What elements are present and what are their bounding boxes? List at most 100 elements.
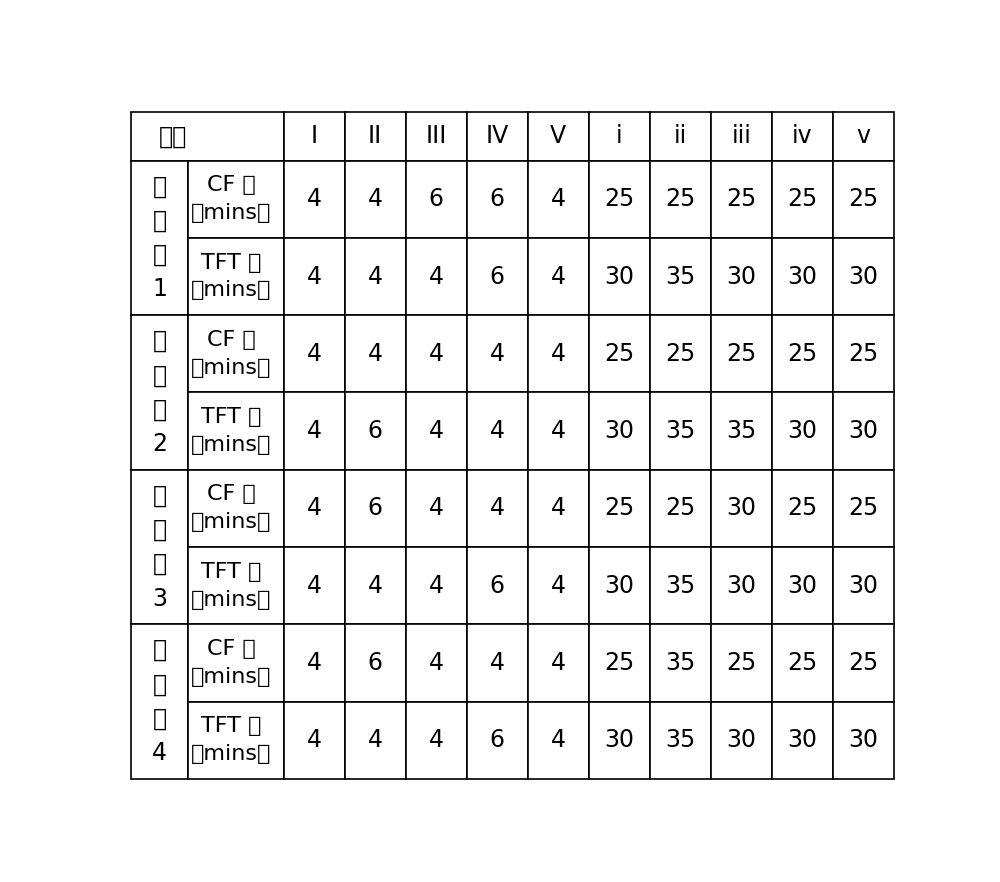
Bar [188, 470, 284, 547]
Text: 4: 4 [490, 497, 505, 520]
Text: TFT 面: TFT 面 [201, 252, 261, 273]
Bar [589, 315, 650, 392]
Text: V: V [550, 124, 566, 148]
Bar [528, 701, 589, 779]
Bar [284, 701, 345, 779]
Text: 4: 4 [429, 729, 444, 752]
Bar [711, 624, 772, 701]
Text: 25: 25 [604, 651, 634, 675]
Text: 实: 实 [153, 483, 167, 507]
Bar [284, 624, 345, 701]
Bar [406, 112, 467, 161]
Bar [345, 112, 406, 161]
Text: 1: 1 [152, 278, 167, 302]
Bar [833, 112, 894, 161]
Bar [467, 624, 528, 701]
Text: 例: 例 [153, 243, 167, 267]
Bar [650, 161, 711, 238]
Text: TFT 面: TFT 面 [201, 562, 261, 582]
Bar [833, 470, 894, 547]
Bar [284, 392, 345, 470]
Text: 25: 25 [848, 497, 878, 520]
Bar [345, 161, 406, 238]
Bar [406, 238, 467, 315]
Bar [589, 470, 650, 547]
Bar [284, 161, 345, 238]
Bar [833, 161, 894, 238]
Bar [406, 701, 467, 779]
Text: 30: 30 [787, 265, 817, 288]
Bar [772, 161, 833, 238]
Text: 4: 4 [551, 573, 566, 598]
Bar [650, 392, 711, 470]
Bar [345, 238, 406, 315]
Text: 4: 4 [152, 741, 167, 765]
Bar [345, 392, 406, 470]
Bar [650, 547, 711, 624]
Text: 30: 30 [726, 729, 756, 752]
Text: 30: 30 [604, 729, 634, 752]
Bar [528, 470, 589, 547]
Bar [650, 238, 711, 315]
Bar [284, 112, 345, 161]
Text: 30: 30 [604, 265, 634, 288]
Text: 6: 6 [368, 419, 383, 443]
Text: 25: 25 [726, 651, 756, 675]
Text: 25: 25 [787, 497, 817, 520]
Bar [406, 315, 467, 392]
Text: 4: 4 [429, 651, 444, 675]
Bar [833, 701, 894, 779]
Bar [131, 624, 188, 779]
Text: 30: 30 [787, 573, 817, 598]
Bar [650, 701, 711, 779]
Text: 30: 30 [604, 573, 634, 598]
Bar [528, 315, 589, 392]
Text: 例: 例 [153, 706, 167, 730]
Bar [711, 547, 772, 624]
Bar [467, 547, 528, 624]
Text: 35: 35 [665, 265, 695, 288]
Text: 4: 4 [307, 651, 322, 675]
Bar [528, 392, 589, 470]
Bar [131, 112, 284, 161]
Text: 30: 30 [848, 729, 878, 752]
Text: 4: 4 [368, 187, 383, 212]
Text: CF 面: CF 面 [207, 176, 256, 196]
Text: 30: 30 [848, 419, 878, 443]
Text: 3: 3 [152, 587, 167, 610]
Bar [650, 315, 711, 392]
Text: 25: 25 [787, 651, 817, 675]
Text: i: i [616, 124, 623, 148]
Bar [284, 470, 345, 547]
Bar [833, 315, 894, 392]
Text: CF 面: CF 面 [207, 639, 256, 659]
Bar [833, 547, 894, 624]
Bar [711, 238, 772, 315]
Bar [589, 161, 650, 238]
Bar [284, 238, 345, 315]
Text: 25: 25 [848, 342, 878, 366]
Bar [284, 547, 345, 624]
Bar [589, 547, 650, 624]
Bar [188, 392, 284, 470]
Bar [131, 470, 188, 624]
Text: v: v [856, 124, 870, 148]
Text: 30: 30 [726, 573, 756, 598]
Text: 30: 30 [726, 497, 756, 520]
Bar [589, 624, 650, 701]
Bar [528, 161, 589, 238]
Bar [345, 470, 406, 547]
Bar [188, 547, 284, 624]
Text: III: III [426, 124, 447, 148]
Text: 35: 35 [665, 651, 695, 675]
Bar [650, 470, 711, 547]
Bar [467, 238, 528, 315]
Text: 施: 施 [153, 518, 167, 542]
Bar [528, 112, 589, 161]
Text: （mins）: （mins） [191, 589, 271, 609]
Text: 6: 6 [490, 265, 505, 288]
Text: 4: 4 [429, 419, 444, 443]
Bar [772, 392, 833, 470]
Text: 25: 25 [726, 342, 756, 366]
Text: 25: 25 [787, 187, 817, 212]
